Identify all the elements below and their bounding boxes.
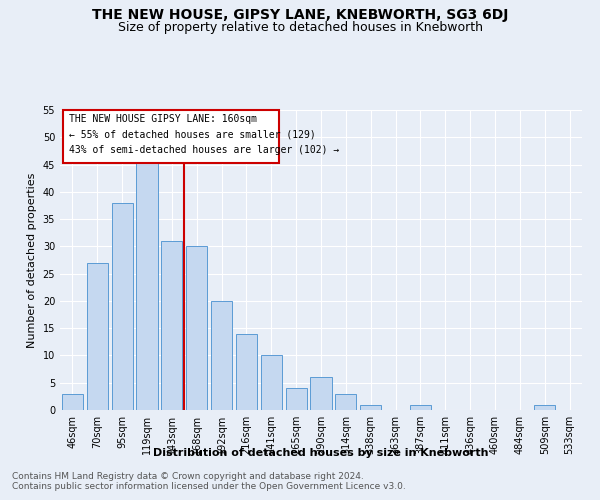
Bar [136,159,158,410]
Text: 43% of semi-detached houses are larger (102) →: 43% of semi-detached houses are larger (… [69,146,339,156]
Text: Size of property relative to detached houses in Knebworth: Size of property relative to detached ho… [118,21,482,34]
Text: Contains HM Land Registry data © Crown copyright and database right 2024.: Contains HM Land Registry data © Crown c… [12,472,364,481]
Bar [534,404,555,410]
Y-axis label: Number of detached properties: Number of detached properties [27,172,37,348]
Bar [335,394,356,410]
FancyBboxPatch shape [62,110,279,162]
Text: THE NEW HOUSE, GIPSY LANE, KNEBWORTH, SG3 6DJ: THE NEW HOUSE, GIPSY LANE, KNEBWORTH, SG… [92,8,508,22]
Bar [236,334,257,410]
Bar [186,246,207,410]
Bar [62,394,83,410]
Bar [161,241,182,410]
Text: THE NEW HOUSE GIPSY LANE: 160sqm: THE NEW HOUSE GIPSY LANE: 160sqm [69,114,257,124]
Bar [410,404,431,410]
Bar [211,301,232,410]
Bar [112,202,133,410]
Bar [310,378,332,410]
Text: Contains public sector information licensed under the Open Government Licence v3: Contains public sector information licen… [12,482,406,491]
Bar [360,404,381,410]
Text: ← 55% of detached houses are smaller (129): ← 55% of detached houses are smaller (12… [69,130,316,140]
Bar [261,356,282,410]
Bar [87,262,108,410]
Text: Distribution of detached houses by size in Knebworth: Distribution of detached houses by size … [153,448,489,458]
Bar [286,388,307,410]
